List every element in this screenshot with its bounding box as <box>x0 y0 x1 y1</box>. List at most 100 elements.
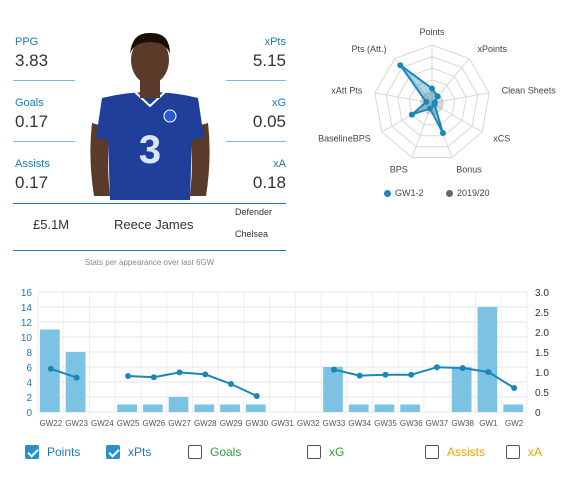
player-info-row: £5.1M Reece James Defender Chelsea <box>13 203 286 251</box>
svg-text:3: 3 <box>139 128 161 172</box>
y-tick-left: 14 <box>21 303 33 314</box>
x-tick-label: GW1 <box>479 419 498 428</box>
y-tick-right: 2.0 <box>535 328 549 339</box>
toggle-goals[interactable]: Goals <box>188 445 241 459</box>
x-tick-label: GW25 <box>117 419 140 428</box>
toggle-label: xPts <box>128 445 152 459</box>
radar-spoke <box>431 102 483 133</box>
point-xpts <box>253 393 260 399</box>
y-tick-left: 2 <box>26 393 32 404</box>
point-xpts <box>485 369 492 375</box>
radar-spoke <box>381 102 433 133</box>
divider <box>13 203 286 204</box>
legend-label: GW1-2 <box>395 188 424 198</box>
toggle-points[interactable]: Points <box>25 445 80 459</box>
divider <box>13 250 286 251</box>
player-photo: 3 <box>90 32 210 200</box>
bar-points <box>477 307 498 412</box>
y-tick-left: 8 <box>26 348 32 359</box>
point-xpts <box>228 381 235 387</box>
point-xpts <box>150 374 157 381</box>
x-tick-label: GW23 <box>65 419 88 428</box>
point-xpts <box>73 374 80 381</box>
x-tick-label: GW36 <box>400 419 423 428</box>
assists-value: 0.17 <box>15 173 49 192</box>
bar-points <box>348 404 369 412</box>
x-tick-label: GW32 <box>297 419 320 428</box>
legend-dot <box>384 189 391 197</box>
bar-points <box>220 404 240 412</box>
radar-chart: Points xPoints Clean Sheets xCS Bonus BPS Base… <box>318 27 556 174</box>
checkbox[interactable] <box>307 445 321 459</box>
goals-value: 0.17 <box>15 112 49 131</box>
radar-point <box>431 101 438 108</box>
xa-label: xA <box>273 158 286 170</box>
bar-points <box>117 404 137 412</box>
y-tick-right: 1.5 <box>535 348 549 359</box>
stats-note: Stats per appearance over last 6GW <box>84 258 215 267</box>
x-tick-label: GW37 <box>426 419 449 428</box>
radar-grid-ring <box>385 56 479 148</box>
xg-label: xG <box>271 97 286 109</box>
point-xpts <box>330 366 337 373</box>
xpts-label: xPts <box>264 36 286 48</box>
radar-axis-label: Pts (Att.) <box>352 44 387 54</box>
toggle-label: xA <box>528 445 543 459</box>
x-tick-label: GW34 <box>348 419 371 428</box>
x-tick-label: GW38 <box>451 419 474 428</box>
toggle-xpts[interactable]: xPts <box>106 445 151 459</box>
x-tick-label: GW26 <box>142 419 165 428</box>
y-tick-left: 12 <box>21 318 33 329</box>
x-tick-label: GW24 <box>91 419 114 428</box>
checkbox[interactable] <box>188 445 202 459</box>
bar-points <box>451 367 472 412</box>
goals-label: Goals <box>15 97 44 109</box>
xpts-value: 5.15 <box>252 51 286 70</box>
x-tick-label: GW22 <box>40 419 63 428</box>
y-tick-left: 6 <box>26 363 32 374</box>
radar-spoke <box>374 92 433 104</box>
bar-points <box>168 397 189 412</box>
toggle-label: xG <box>329 445 345 459</box>
radar-point <box>427 105 434 112</box>
checkbox[interactable] <box>506 445 520 459</box>
radar-axis-label: xPoints <box>477 44 507 54</box>
radar-grid-ring <box>374 44 490 159</box>
divider <box>226 141 286 142</box>
bar-points <box>323 367 343 412</box>
x-tick-label: GW33 <box>323 419 346 428</box>
divider <box>226 80 286 81</box>
assists-label: Assists <box>15 158 50 170</box>
y-tick-left: 0 <box>26 408 32 419</box>
checkbox[interactable] <box>25 445 39 459</box>
point-xpts <box>125 373 132 379</box>
x-tick-label: GW27 <box>168 419 191 428</box>
toggle-label: Goals <box>210 445 242 459</box>
line-xpts <box>50 367 77 379</box>
radar-grid-ring <box>408 79 456 126</box>
y-tick-left: 4 <box>26 378 32 389</box>
player-name: Reece James <box>114 217 194 232</box>
xg-value: 0.05 <box>252 112 286 131</box>
radar-axis-label: Bonus <box>456 164 482 174</box>
player-price: £5.1M <box>33 217 70 232</box>
toggle-xa[interactable]: xA <box>506 445 542 459</box>
checkbox[interactable] <box>425 445 439 459</box>
radar-axis-label: Points <box>419 27 445 37</box>
point-xpts <box>202 371 209 378</box>
point-xpts <box>382 371 389 378</box>
checkbox[interactable] <box>106 445 120 459</box>
divider <box>13 80 75 81</box>
y-tick-right: 1.0 <box>535 368 549 379</box>
toggle-assists[interactable]: Assists <box>425 445 485 459</box>
point-xpts <box>459 365 466 371</box>
toggle-xg[interactable]: xG <box>307 445 344 459</box>
radar-point <box>397 62 404 69</box>
legend-item-gw1-2[interactable]: GW1-2 <box>384 188 424 198</box>
point-xpts <box>511 385 518 391</box>
legend-label: 2019/20 <box>457 188 490 198</box>
radar-axis-label: xAtt Pts <box>331 86 363 96</box>
radar-axis-label: BaselineBPS <box>318 133 371 143</box>
bar-points <box>245 404 266 412</box>
legend-item-2019-20[interactable]: 2019/20 <box>446 188 490 198</box>
